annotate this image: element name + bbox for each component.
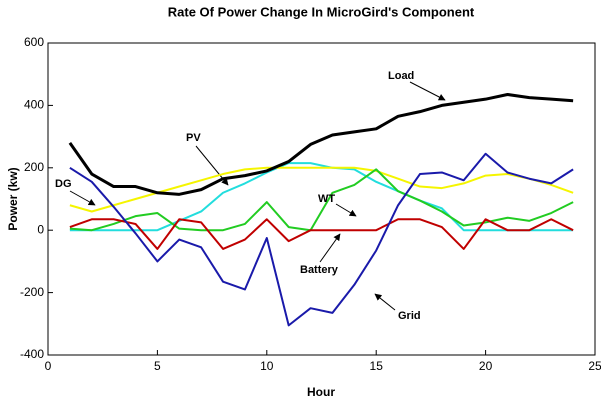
y-tick-label: -200 [20,285,44,299]
y-axis-label: Power (kw) [6,167,20,230]
series-label: PV [186,132,201,144]
series-line [69,152,574,327]
x-axis-label: Hour [307,385,335,399]
y-tick-label: 600 [24,35,44,49]
series-line [69,218,574,250]
series-label: Grid [398,310,421,322]
series-label: WT [318,193,335,205]
x-tick-label: 20 [479,359,493,373]
arrow [335,203,357,217]
x-tick-label: 25 [588,359,601,373]
series-label: Battery [300,264,339,276]
plot-frame [47,42,596,356]
x-tick-label: 10 [260,359,274,373]
arrow [409,81,446,101]
annotation-arrows [69,81,446,311]
arrow [374,293,396,311]
series-label: DG [55,178,72,190]
arrow [319,233,341,263]
series-line [69,166,574,213]
series-line [68,92,574,196]
series-line [69,162,574,232]
chart-title: Rate Of Power Change In MicroGird's Comp… [168,4,475,19]
x-tick-label: 0 [45,359,52,373]
x-tick-label: 15 [370,359,384,373]
y-tick-label: 0 [37,222,44,236]
y-tick-label: 400 [24,98,44,112]
series-label: Load [388,70,414,82]
y-tick-label: -400 [20,347,44,361]
arrow [69,190,96,206]
y-tick-label: 200 [24,160,44,174]
x-tick-label: 5 [154,359,161,373]
